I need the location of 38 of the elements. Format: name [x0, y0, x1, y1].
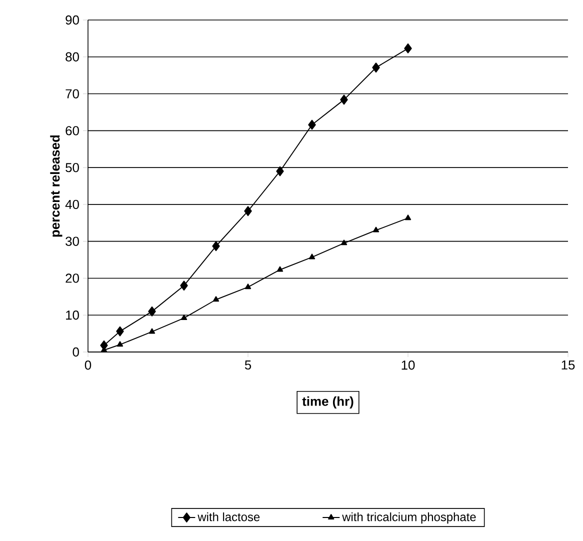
y-tick-label: 50 [66, 162, 79, 172]
point [340, 240, 348, 246]
x-axis-title: time (hr) [302, 396, 354, 408]
y-tick-label: 90 [66, 15, 79, 25]
x-tick-label: 10 [402, 360, 415, 370]
y-tick-label: 70 [66, 89, 79, 98]
point [212, 296, 220, 302]
x-tick-label: 5 [244, 360, 252, 370]
y-tick-label: 20 [66, 274, 79, 283]
y-tick-label: 80 [66, 52, 79, 62]
y-tick-label: 0 [72, 347, 79, 357]
point [244, 284, 252, 290]
point [372, 62, 380, 73]
point [116, 326, 124, 336]
y-axis-title: percent released [50, 135, 62, 237]
point [372, 226, 380, 232]
point [340, 94, 348, 105]
point [180, 314, 188, 320]
point [244, 206, 252, 216]
y-tick-label: 10 [66, 310, 79, 320]
x-tick-label: 0 [84, 360, 92, 370]
point [148, 328, 156, 334]
point [404, 43, 412, 54]
legend-label: with tricalcium phosphate [342, 512, 476, 524]
point [180, 280, 188, 291]
point [404, 214, 412, 220]
x-tick-label: 15 [562, 360, 575, 370]
point [212, 241, 220, 252]
point [276, 166, 284, 176]
y-tick-label: 40 [65, 200, 79, 210]
point [116, 341, 124, 347]
y-tick-label: 30 [66, 236, 79, 246]
point [308, 120, 316, 130]
point [148, 306, 156, 316]
point [308, 254, 316, 260]
y-tick-label: 60 [66, 126, 79, 136]
point [276, 266, 284, 272]
legend-label: with lactose [198, 512, 260, 522]
